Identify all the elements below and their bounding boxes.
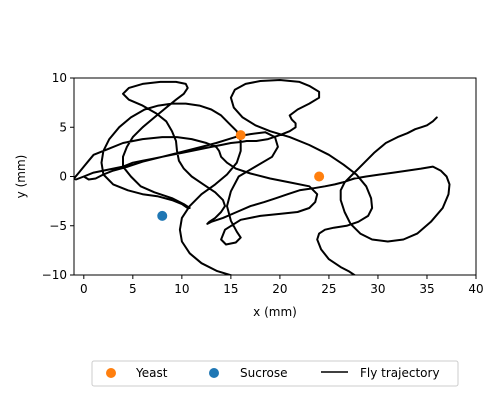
legend: Yeast Sucrose Fly trajectory <box>91 360 459 387</box>
sucrose-point <box>157 210 168 221</box>
y-axis-label: y (mm) <box>14 155 28 199</box>
x-axis: 0 5 10 15 20 25 30 35 40 <box>80 275 484 296</box>
plot-frame <box>73 77 477 276</box>
yeast-point <box>314 171 325 182</box>
legend-label-trajectory: Fly trajectory <box>360 366 440 380</box>
x-tick-label: 15 <box>223 282 238 296</box>
legend-label-yeast: Yeast <box>135 366 168 380</box>
fly-trajectory-line <box>74 79 451 275</box>
legend-marker-yeast <box>106 368 116 378</box>
plot-area <box>73 77 477 276</box>
legend-frame <box>91 360 459 387</box>
x-tick-label: 0 <box>80 282 88 296</box>
x-tick-label: 20 <box>272 282 287 296</box>
x-tick-label: 35 <box>419 282 434 296</box>
x-tick-label: 40 <box>468 282 483 296</box>
y-tick-label: 10 <box>52 71 67 85</box>
x-tick-label: 10 <box>174 282 189 296</box>
legend-label-sucrose: Sucrose <box>240 366 287 380</box>
y-tick-label: 0 <box>59 170 67 184</box>
y-axis: −10 −5 0 5 10 <box>42 71 74 282</box>
x-tick-label: 25 <box>321 282 336 296</box>
y-tick-label: 5 <box>59 120 67 134</box>
y-tick-label: −10 <box>42 268 67 282</box>
x-tick-label: 5 <box>129 282 137 296</box>
legend-marker-sucrose <box>209 368 219 378</box>
x-tick-label: 30 <box>370 282 385 296</box>
x-axis-label: x (mm) <box>253 305 297 319</box>
y-tick-label: −5 <box>49 219 67 233</box>
yeast-point <box>235 130 246 141</box>
